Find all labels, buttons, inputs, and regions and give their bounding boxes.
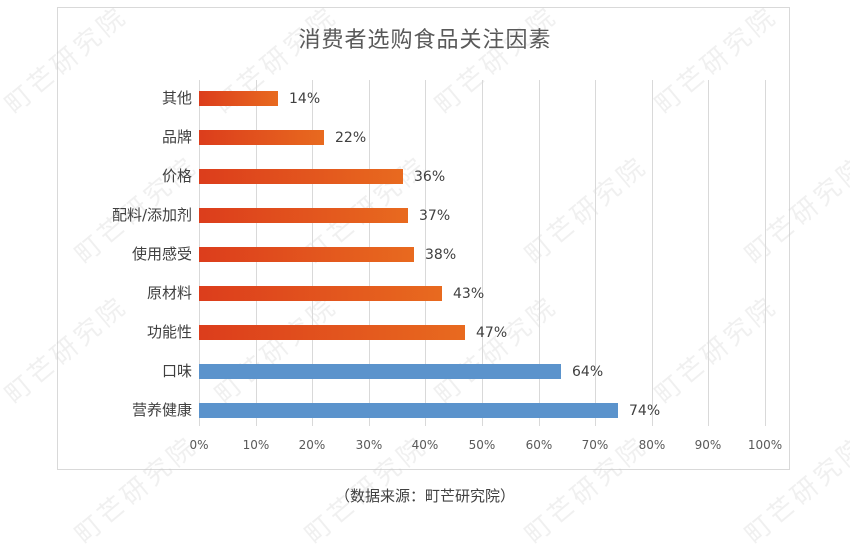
x-tick-label: 50%	[468, 438, 496, 452]
bar-value-label: 38%	[425, 247, 457, 263]
bar	[199, 403, 618, 418]
x-tick-label: 80%	[638, 438, 666, 452]
category-label: 使用感受	[131, 245, 192, 263]
bar-value-label: 22%	[335, 130, 367, 146]
gridline	[482, 80, 483, 426]
bar-value-label: 74%	[629, 403, 661, 419]
bar	[199, 325, 465, 340]
category-label: 价格	[161, 167, 192, 185]
bar-value-label: 14%	[289, 91, 321, 107]
x-tick-label: 0%	[189, 438, 209, 452]
gridline	[765, 80, 766, 426]
x-tick-label: 40%	[411, 438, 439, 452]
bar	[199, 286, 442, 301]
x-tick-label: 30%	[355, 438, 383, 452]
chart-title: 消费者选购食品关注因素	[298, 28, 552, 53]
gridline	[425, 80, 426, 426]
bar-value-label: 43%	[453, 286, 485, 302]
bar	[199, 247, 414, 262]
x-tick-label: 100%	[747, 438, 783, 452]
bar	[199, 169, 403, 184]
data-source-note: （数据来源：町芒研究院）	[334, 487, 515, 505]
chart-frame	[57, 7, 790, 470]
bar-value-label: 36%	[414, 169, 446, 185]
x-tick-label: 20%	[298, 438, 326, 452]
bar-value-label: 64%	[572, 364, 604, 380]
bar	[199, 208, 408, 223]
bar	[199, 364, 561, 379]
gridline	[708, 80, 709, 426]
x-tick-label: 60%	[525, 438, 553, 452]
bar	[199, 130, 324, 145]
category-label: 配料/添加剂	[111, 206, 192, 224]
category-label: 功能性	[146, 323, 192, 341]
category-label: 品牌	[161, 128, 192, 146]
category-label: 原材料	[146, 284, 192, 302]
category-label: 营养健康	[131, 401, 192, 419]
gridline	[652, 80, 653, 426]
gridline	[539, 80, 540, 426]
category-label: 其他	[161, 89, 192, 107]
x-tick-label: 90%	[694, 438, 722, 452]
gridline	[595, 80, 596, 426]
x-tick-label: 10%	[242, 438, 270, 452]
bar-value-label: 47%	[476, 325, 508, 341]
x-tick-label: 70%	[581, 438, 609, 452]
bar	[199, 91, 278, 106]
bar-value-label: 37%	[419, 208, 451, 224]
category-label: 口味	[161, 362, 192, 380]
